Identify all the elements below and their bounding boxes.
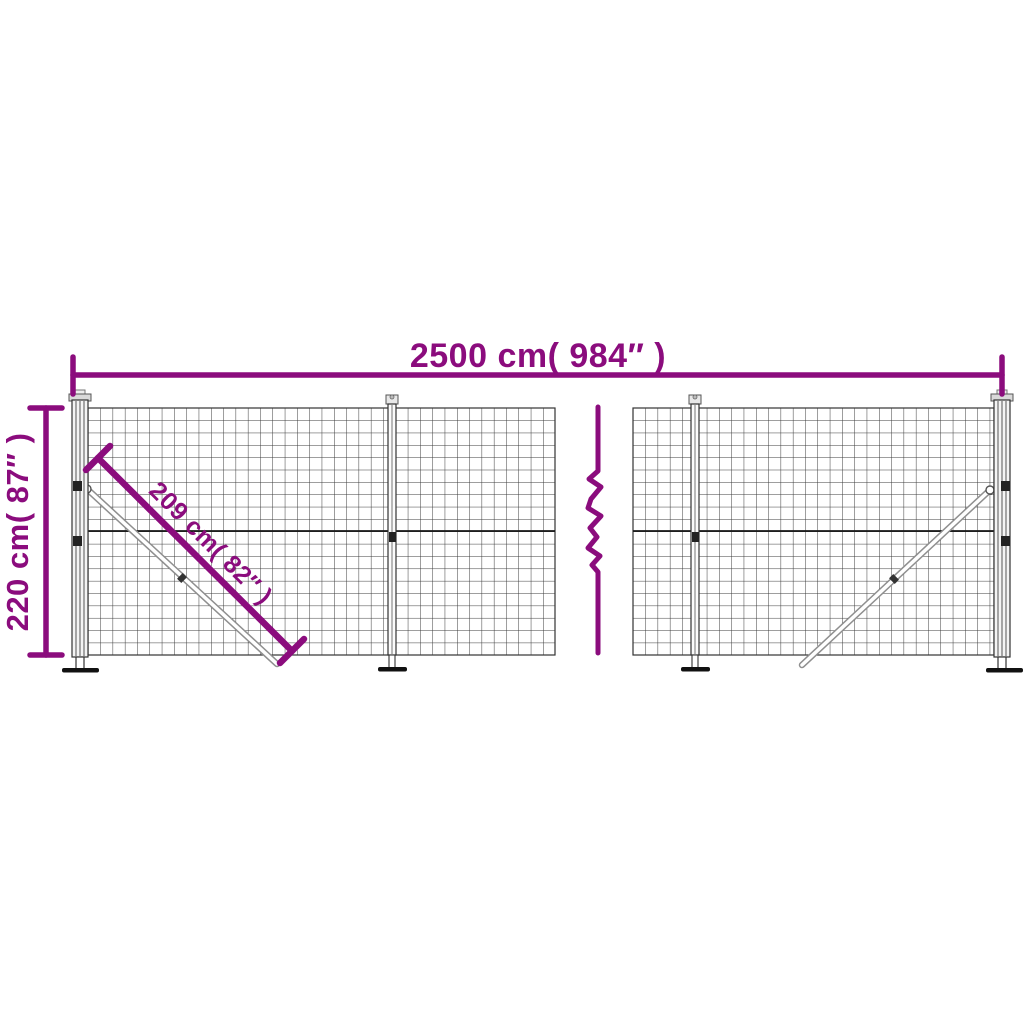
post-middle-left-foot [388,654,396,669]
post-right-foot [997,656,1007,670]
height-dimension-line [27,405,65,658]
post-middle-right-clamp [692,532,699,542]
post-middle-left [378,394,407,672]
post-middle-right [681,394,710,672]
post-left [62,389,99,673]
dimension-annotations [27,354,1005,667]
post-right-clamp-lower [1001,536,1010,546]
brace-left-clamp [177,573,187,583]
brace-dimension-tick-top [82,442,114,474]
post-right [986,389,1023,673]
height-dimension-label: 220 cm( 87″ ) [0,433,35,632]
post-middle-left-base-plate [378,667,407,672]
post-middle-left-clamp [389,532,396,542]
post-left-base-plate [62,668,99,673]
fence-right-section [632,407,995,656]
post-right-clamp-upper [1001,481,1010,491]
width-dimension-line [70,354,1005,397]
brace-dimension-line [82,442,308,667]
brace-dimension-tick-bottom [276,635,308,667]
post-left-clamp-lower [73,536,82,546]
break-symbol-zigzag [585,404,604,656]
post-left-foot [75,656,85,670]
post-right-base-plate [986,668,1023,673]
post-middle-right-base-plate [681,667,710,672]
brace-right-strut [798,485,995,669]
brace-right-eyelet [985,485,995,495]
width-dimension-label: 2500 cm( 984″ ) [410,337,666,375]
post-middle-right-foot [691,654,699,669]
post-left-clamp-upper [73,481,82,491]
fence-left-section [87,407,556,656]
brace-right-clamp [889,574,899,584]
